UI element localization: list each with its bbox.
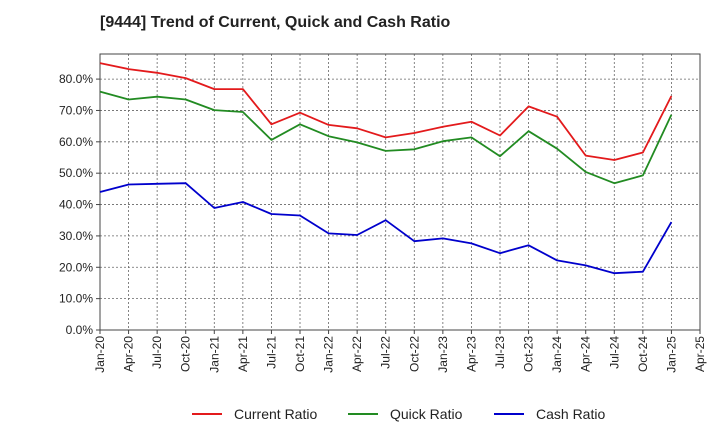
x-tick-label: Oct-24 (636, 336, 650, 372)
series-lines (99, 62, 673, 275)
chart-title: [9444] Trend of Current, Quick and Cash … (100, 14, 451, 31)
x-tick-label: Jul-20 (150, 336, 164, 369)
x-axis: Jan-20 Apr-20 Jul-20 Oct-20 Jan-21 Apr-21 Jul-… (93, 330, 707, 373)
cash-ratio-line (99, 182, 673, 275)
x-tick-label: Jul-23 (493, 336, 507, 369)
x-tick-label: Jan-20 (93, 336, 107, 373)
plot-frame (99, 53, 701, 331)
x-tick-label: Apr-25 (693, 336, 707, 372)
x-tick-label: Oct-23 (522, 336, 536, 372)
x-tick-label: Jan-21 (207, 336, 221, 373)
current-ratio-legend-label: Current Ratio (234, 406, 317, 422)
y-tick-label: 30.0% (59, 229, 93, 243)
y-axis: 0.0% 10.0% 20.0% 30.0% 40.0% 50.0% 60.0% 70.0% 8… (59, 72, 100, 337)
x-tick-label: Oct-22 (407, 336, 421, 372)
x-tick-label: Apr-20 (122, 336, 136, 372)
y-tick-label: 70.0% (59, 103, 93, 117)
x-tick-label: Jan-25 (664, 336, 678, 373)
x-tick-label: Jan-24 (550, 336, 564, 373)
x-tick-label: Apr-24 (579, 336, 593, 372)
y-tick-label: 20.0% (59, 260, 93, 274)
quick-ratio-line (99, 90, 673, 185)
y-tick-label: 50.0% (59, 166, 93, 180)
y-tick-label: 10.0% (59, 292, 93, 306)
x-tick-label: Oct-20 (179, 336, 193, 372)
y-tick-label: 40.0% (59, 198, 93, 212)
x-tick-label: Jul-21 (264, 336, 278, 369)
x-tick-label: Jan-23 (436, 336, 450, 373)
x-tick-label: Apr-23 (464, 336, 478, 372)
x-tick-label: Jan-22 (322, 336, 336, 373)
legend: Current Ratio Quick Ratio Cash Ratio (192, 406, 605, 422)
y-tick-label: 80.0% (59, 72, 93, 86)
y-tick-label: 60.0% (59, 135, 93, 149)
x-tick-label: Apr-22 (350, 336, 364, 372)
y-tick-label: 0.0% (66, 323, 94, 337)
quick-ratio-legend-label: Quick Ratio (390, 406, 463, 422)
x-tick-label: Oct-21 (293, 336, 307, 372)
x-tick-label: Apr-21 (236, 336, 250, 372)
x-tick-label: Jul-22 (379, 336, 393, 369)
grid-lines (100, 54, 700, 330)
current-ratio-line (99, 62, 673, 161)
cash-ratio-legend-label: Cash Ratio (536, 406, 605, 422)
x-tick-label: Jul-24 (607, 336, 621, 369)
